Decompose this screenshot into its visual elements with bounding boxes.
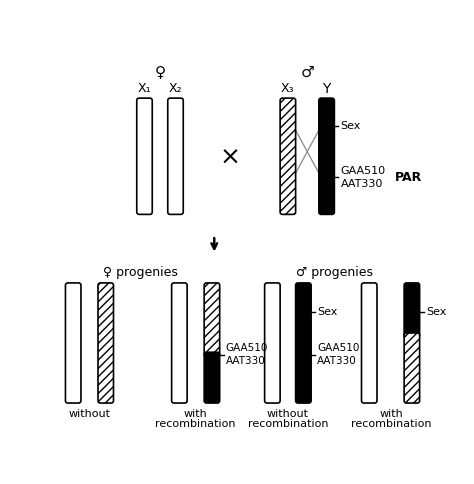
Text: recombination: recombination bbox=[351, 419, 431, 429]
Text: recombination: recombination bbox=[155, 419, 236, 429]
Text: without: without bbox=[68, 409, 110, 419]
FancyBboxPatch shape bbox=[204, 283, 219, 357]
FancyBboxPatch shape bbox=[98, 283, 113, 403]
Text: Sex: Sex bbox=[317, 307, 337, 317]
Text: ×: × bbox=[219, 146, 240, 170]
Text: GAA510: GAA510 bbox=[226, 343, 268, 353]
FancyBboxPatch shape bbox=[137, 98, 152, 214]
FancyBboxPatch shape bbox=[204, 352, 219, 403]
Text: AAT330: AAT330 bbox=[226, 356, 265, 366]
Text: Sex: Sex bbox=[426, 307, 446, 317]
Text: ♀ progenies: ♀ progenies bbox=[103, 266, 178, 279]
FancyBboxPatch shape bbox=[172, 283, 187, 403]
Text: Sex: Sex bbox=[341, 121, 361, 131]
FancyBboxPatch shape bbox=[65, 283, 81, 403]
FancyBboxPatch shape bbox=[404, 283, 419, 338]
Text: X₁: X₁ bbox=[137, 82, 151, 95]
Text: with: with bbox=[184, 409, 208, 419]
FancyBboxPatch shape bbox=[404, 333, 419, 403]
Text: GAA510: GAA510 bbox=[341, 166, 386, 176]
Text: X₃: X₃ bbox=[281, 82, 295, 95]
Text: PAR: PAR bbox=[394, 171, 422, 184]
Text: AAT330: AAT330 bbox=[341, 179, 383, 189]
Text: X₂: X₂ bbox=[169, 82, 182, 95]
Text: ♂ progenies: ♂ progenies bbox=[296, 266, 373, 279]
Text: without: without bbox=[267, 409, 309, 419]
Text: GAA510: GAA510 bbox=[317, 343, 360, 353]
FancyBboxPatch shape bbox=[319, 98, 334, 214]
FancyBboxPatch shape bbox=[280, 98, 296, 214]
Text: ♂: ♂ bbox=[301, 64, 314, 79]
Text: ♀: ♀ bbox=[155, 64, 165, 79]
Text: recombination: recombination bbox=[247, 419, 328, 429]
Text: AAT330: AAT330 bbox=[317, 356, 357, 366]
FancyBboxPatch shape bbox=[362, 283, 377, 403]
FancyBboxPatch shape bbox=[264, 283, 280, 403]
FancyBboxPatch shape bbox=[168, 98, 183, 214]
Text: Y: Y bbox=[322, 82, 331, 96]
Text: with: with bbox=[379, 409, 403, 419]
FancyBboxPatch shape bbox=[296, 283, 311, 403]
